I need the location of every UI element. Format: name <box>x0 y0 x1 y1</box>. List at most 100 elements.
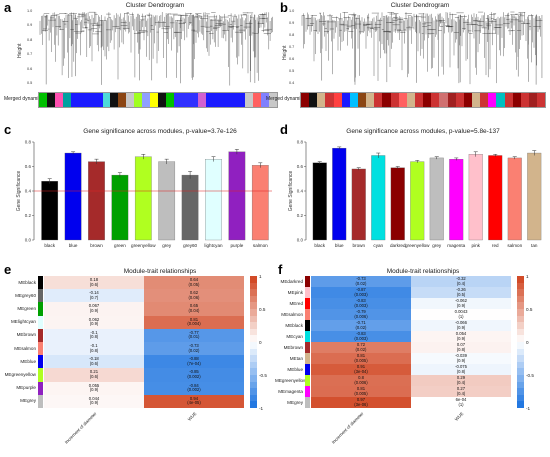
heatmap-row-label: MEtan <box>289 355 303 361</box>
p-value: (0.8) <box>89 334 99 340</box>
heatmap-row-label: MElightcyan <box>10 319 36 325</box>
legend-gradient-step <box>517 282 524 290</box>
module-color-segment <box>496 93 505 107</box>
p-value: (0.02) <box>355 346 367 352</box>
x-tick-label: cyan <box>373 243 383 248</box>
y-tick-label: 0.0 <box>297 238 304 243</box>
legend-gradient-step <box>250 322 257 330</box>
correlation-value: 0.81 <box>189 316 199 322</box>
correlation-value: 0.044 <box>88 395 100 401</box>
heatmap-row-label: MEcyan <box>286 333 303 339</box>
panel-b-module-colorbar <box>300 92 546 108</box>
x-tick-label: black <box>44 243 55 248</box>
module-color-segment <box>70 93 79 107</box>
module-swatch <box>305 276 310 287</box>
bar-red <box>488 155 503 241</box>
module-color-segment <box>423 93 432 107</box>
module-color-segment <box>110 93 119 107</box>
p-value: (0.9) <box>89 387 99 393</box>
correlation-value: 0.65 <box>189 303 199 309</box>
heatmap-row-label: MEgrey60 <box>15 292 36 298</box>
module-swatch <box>38 368 43 382</box>
legend-gradient-step <box>517 342 524 350</box>
module-color-segment <box>317 93 326 107</box>
heatmap-cell: 0.18 (0.6) <box>44 276 144 290</box>
heatmap-row-label: MEblack <box>18 279 36 285</box>
dendro-ytick: 0.9 <box>27 23 33 28</box>
module-swatch <box>38 342 43 356</box>
heatmap-cell: 0.29 (0.4) <box>411 375 511 386</box>
bar-salmon <box>251 165 269 241</box>
module-color-segment <box>366 93 375 107</box>
correlation-value: 6e-04 <box>455 396 467 402</box>
correlation-value: -0.1 <box>90 329 98 335</box>
bar-grey60 <box>181 174 199 241</box>
y-tick-label: 0.4 <box>297 189 304 194</box>
dendro-ytick: 1.0 <box>27 9 33 13</box>
module-color-segment <box>134 93 143 107</box>
legend-gradient-step <box>517 295 524 303</box>
legend-tick-label: 1 <box>259 273 262 279</box>
heatmap-cell: 0.97 (3e-06) <box>311 397 411 408</box>
module-color-segment <box>62 93 71 107</box>
dendro-ytick: 1.0 <box>289 9 295 13</box>
x-tick-label: greenyellow <box>405 243 430 248</box>
correlation-value: 0.062 <box>88 316 100 322</box>
y-axis-label: Gene Significance <box>16 170 22 211</box>
correlation-value: 0.81 <box>356 352 366 358</box>
bar-tan <box>527 152 542 241</box>
x-tick-label: grey60 <box>183 243 197 248</box>
heatmap-cell: -0.14 (0.7) <box>44 289 144 303</box>
y-tick-label: 0.6 <box>297 164 304 169</box>
p-value: (0.9) <box>456 357 466 363</box>
module-color-segment <box>173 93 182 107</box>
heatmap-row-label: MEblue <box>287 366 303 372</box>
heatmap-cell: -0.18 (0.6) <box>44 355 144 369</box>
legend-gradient-step <box>250 394 257 402</box>
module-color-segment <box>537 93 545 107</box>
module-color-segment <box>301 93 310 107</box>
heatmap-row-label: MEpurple <box>16 385 36 391</box>
module-color-segment <box>349 93 358 107</box>
correlation-value: 0.81 <box>356 385 366 391</box>
bar-darkred <box>390 167 405 241</box>
legend-gradient-step <box>250 282 257 290</box>
bar-black <box>41 181 59 241</box>
module-swatch <box>38 276 43 290</box>
legend-gradient-step <box>517 401 524 409</box>
legend-gradient-step <box>250 355 257 363</box>
p-value: (0.8) <box>89 347 99 353</box>
heatmap-cell: -0.85 (0.002) <box>144 368 244 382</box>
correlation-value: 0.27 <box>456 385 466 391</box>
heatmap-row-label: MEmagenta <box>278 388 303 394</box>
p-value: (0.8) <box>456 368 466 374</box>
p-value: (1) <box>458 313 464 319</box>
panel-a-dendrogram <box>38 9 276 89</box>
heatmap-cell: -0.84 (0.002) <box>144 381 244 395</box>
module-swatch <box>305 353 310 364</box>
y-axis-label: Gene Significance <box>288 170 294 211</box>
heatmap-cell: -0.32 (0.4) <box>411 276 511 287</box>
correlation-value: 0.8 <box>358 374 364 380</box>
module-color-segment <box>528 93 538 107</box>
module-color-segment <box>439 93 448 107</box>
module-color-segment <box>398 93 407 107</box>
x-tick-label: pink <box>472 243 481 248</box>
p-value: (0.04) <box>188 307 200 313</box>
p-value: (0.4) <box>456 280 466 286</box>
module-color-segment <box>390 93 399 107</box>
x-tick-label: magenta <box>447 243 465 248</box>
correlation-value: -0.88 <box>189 356 199 362</box>
legend-gradient-step <box>250 276 257 284</box>
correlation-value: 0.07 <box>456 341 466 347</box>
heatmap-cell: -0.039 (0.9) <box>411 353 511 364</box>
y-tick-label: 0.8 <box>297 140 304 145</box>
correlation-value: -0.066 <box>455 319 467 325</box>
legend-gradient-step <box>250 342 257 350</box>
y-tick-label: 0.0 <box>25 238 32 243</box>
panel-b-merged-label: Merged dynamic <box>266 96 303 102</box>
legend-gradient-step <box>250 289 257 297</box>
module-color-segment <box>520 93 529 107</box>
heatmap-row-label: MEgrey <box>20 398 36 404</box>
legend-gradient-step <box>250 401 257 409</box>
